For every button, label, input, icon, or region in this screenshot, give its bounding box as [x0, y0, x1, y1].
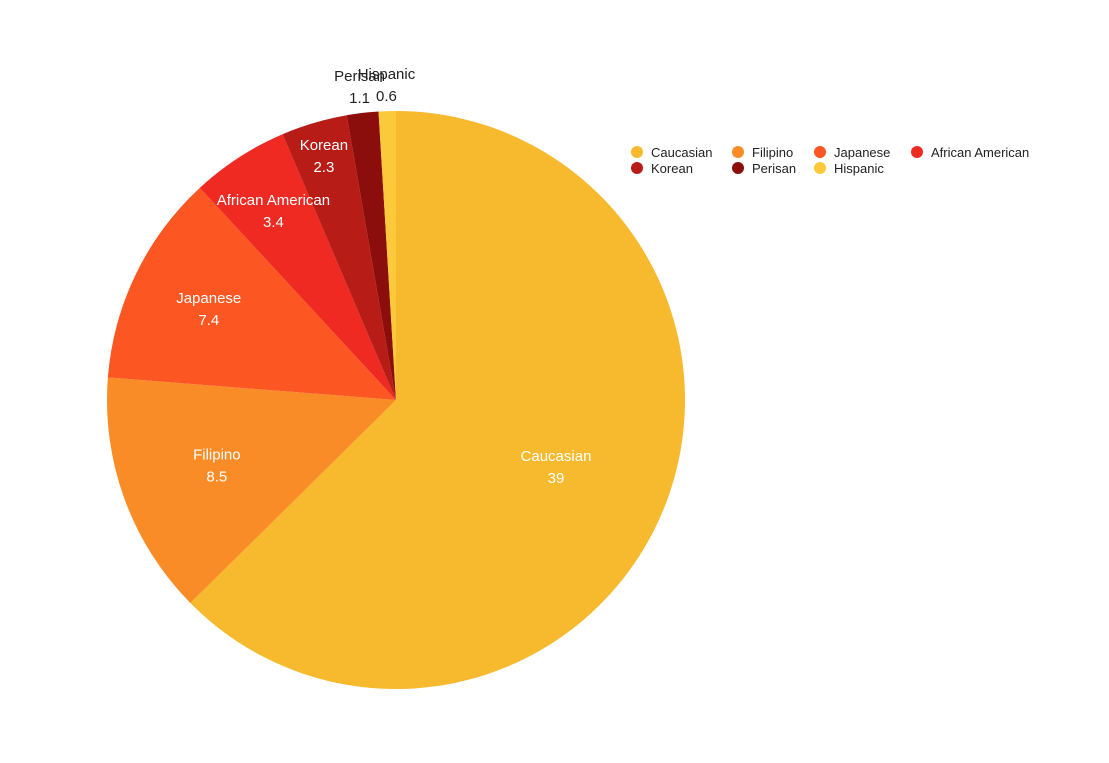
slice-value-korean: 2.3 [313, 159, 334, 176]
legend-marker-caucasian [631, 146, 643, 158]
slice-label-perisan: Perisan [334, 68, 385, 85]
slice-value-caucasian: 39 [548, 470, 565, 487]
legend-marker-korean [631, 162, 643, 174]
slice-label-japanese: Japanese [176, 290, 241, 307]
pie-slice-hispanic [378, 111, 396, 400]
legend-label-korean: Korean [651, 161, 693, 176]
pie-slice-caucasian [190, 111, 685, 689]
pie-slice-korean [282, 115, 396, 401]
slice-label-hispanic: Hispanic [358, 66, 416, 83]
legend-label-filipino: Filipino [752, 145, 793, 160]
legend-label-perisan: Perisan [752, 161, 796, 176]
pie-slice-filipino [107, 377, 396, 604]
pie-slice-african-american [199, 134, 396, 401]
slice-value-perisan: 1.1 [349, 90, 370, 107]
slice-labels: Caucasian 39 Filipino 8.5 Japanese 7.4 African… [176, 66, 591, 487]
legend: Caucasian Filipino Japanese African America… [631, 145, 1029, 176]
pie-slice-japanese [107, 187, 397, 400]
pie-slice-perisan [346, 111, 396, 400]
legend-label-caucasian: Caucasian [651, 145, 712, 160]
legend-label-hispanic: Hispanic [834, 161, 884, 176]
slice-value-japanese: 7.4 [198, 312, 219, 329]
legend-label-african-american: African American [931, 145, 1029, 160]
legend-marker-filipino [732, 146, 744, 158]
legend-marker-japanese [814, 146, 826, 158]
slice-label-african-american: African American [217, 192, 330, 209]
legend-marker-perisan [732, 162, 744, 174]
legend-marker-hispanic [814, 162, 826, 174]
slice-label-caucasian: Caucasian [521, 448, 592, 465]
slice-value-hispanic: 0.6 [376, 88, 397, 105]
pie-slices [107, 111, 685, 689]
slice-value-african-american: 3.4 [263, 214, 284, 231]
slice-value-filipino: 8.5 [206, 468, 227, 485]
legend-marker-african-american [911, 146, 923, 158]
legend-label-japanese: Japanese [834, 145, 890, 160]
slice-label-korean: Korean [300, 137, 348, 154]
slice-label-filipino: Filipino [193, 446, 241, 463]
